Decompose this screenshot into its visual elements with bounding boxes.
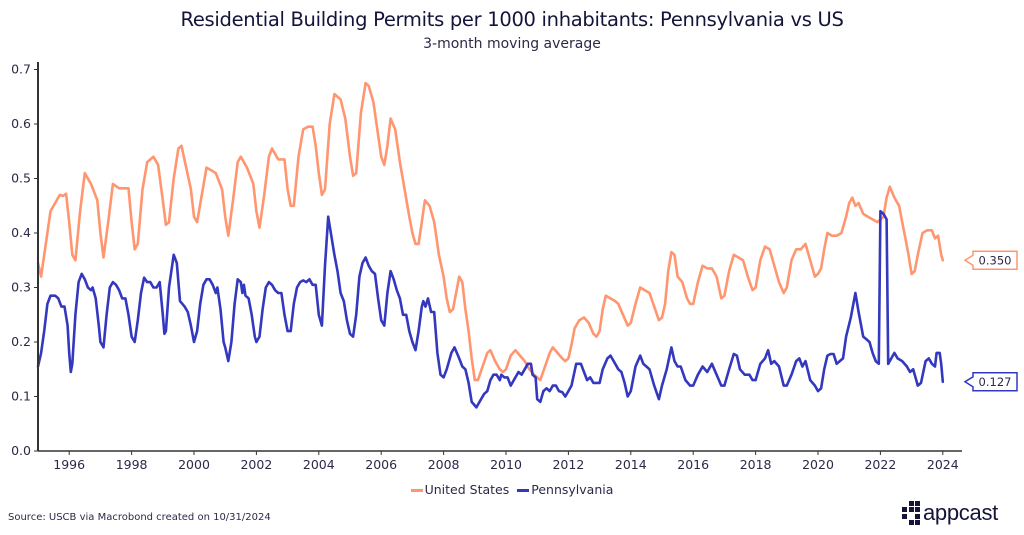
chart-subtitle: 3-month moving average bbox=[423, 36, 601, 52]
y-tick-label: 0.2 bbox=[11, 334, 31, 349]
x-tick-label: 2022 bbox=[864, 457, 896, 472]
svg-text:0.350: 0.350 bbox=[979, 253, 1012, 267]
series-line-pennsylvania bbox=[36, 209, 945, 409]
y-tick-label: 0.5 bbox=[11, 171, 31, 186]
appcast-logo: appcast bbox=[902, 500, 998, 526]
x-tick-label: 2008 bbox=[428, 457, 460, 472]
x-tick-label: 2018 bbox=[740, 457, 772, 472]
x-tick-label: 1998 bbox=[116, 457, 148, 472]
y-tick-label: 0.6 bbox=[11, 116, 31, 131]
legend-label-us: United States bbox=[424, 482, 510, 497]
appcast-logo-icon bbox=[902, 500, 920, 526]
end-value-label-united-states: 0.350 bbox=[963, 250, 1018, 270]
x-tick-label: 2004 bbox=[303, 457, 335, 472]
x-tick-label: 2020 bbox=[802, 457, 834, 472]
legend-item-pennsylvania[interactable]: Pennsylvania bbox=[517, 482, 613, 497]
x-tick-label: 2012 bbox=[552, 457, 584, 472]
legend: United States Pennsylvania bbox=[0, 482, 1024, 497]
end-value-label-pennsylvania: 0.127 bbox=[963, 372, 1018, 392]
x-tick-label: 2016 bbox=[677, 457, 709, 472]
y-tick-label: 0.3 bbox=[11, 280, 31, 295]
y-tick-label: 0.1 bbox=[11, 389, 31, 404]
x-tick-label: 2000 bbox=[178, 457, 210, 472]
legend-swatch-pa bbox=[517, 489, 530, 492]
svg-text:0.127: 0.127 bbox=[979, 375, 1012, 389]
x-tick-label: 2024 bbox=[927, 457, 959, 472]
x-tick-label: 1996 bbox=[53, 457, 85, 472]
series-line-united-states bbox=[36, 81, 945, 382]
appcast-logo-text: appcast bbox=[923, 500, 998, 525]
end-value-labels: 0.350 0.127 bbox=[963, 250, 1018, 392]
legend-label-pa: Pennsylvania bbox=[531, 482, 614, 497]
series-lines bbox=[36, 81, 945, 409]
x-tick-label: 2006 bbox=[365, 457, 397, 472]
source-note: Source: USCB via Macrobond created on 10… bbox=[8, 512, 271, 523]
chart-title: Residential Building Permits per 1000 in… bbox=[180, 8, 844, 31]
x-axis-ticks: 1996 1998 2000 2002 2004 2006 2008 2010 2012 2014… bbox=[53, 451, 959, 472]
y-tick-label: 0.7 bbox=[11, 62, 31, 77]
legend-swatch-us bbox=[410, 489, 423, 492]
y-tick-label: 0.4 bbox=[11, 225, 31, 240]
x-tick-label: 2010 bbox=[490, 457, 522, 472]
y-tick-label: 0.0 bbox=[11, 443, 31, 458]
x-tick-label: 2002 bbox=[240, 457, 272, 472]
legend-item-united-states[interactable]: United States bbox=[410, 482, 514, 497]
x-tick-label: 2014 bbox=[615, 457, 647, 472]
y-axis-ticks: 0.0 0.1 0.2 0.3 0.4 0.5 0.6 0.7 bbox=[11, 62, 38, 458]
